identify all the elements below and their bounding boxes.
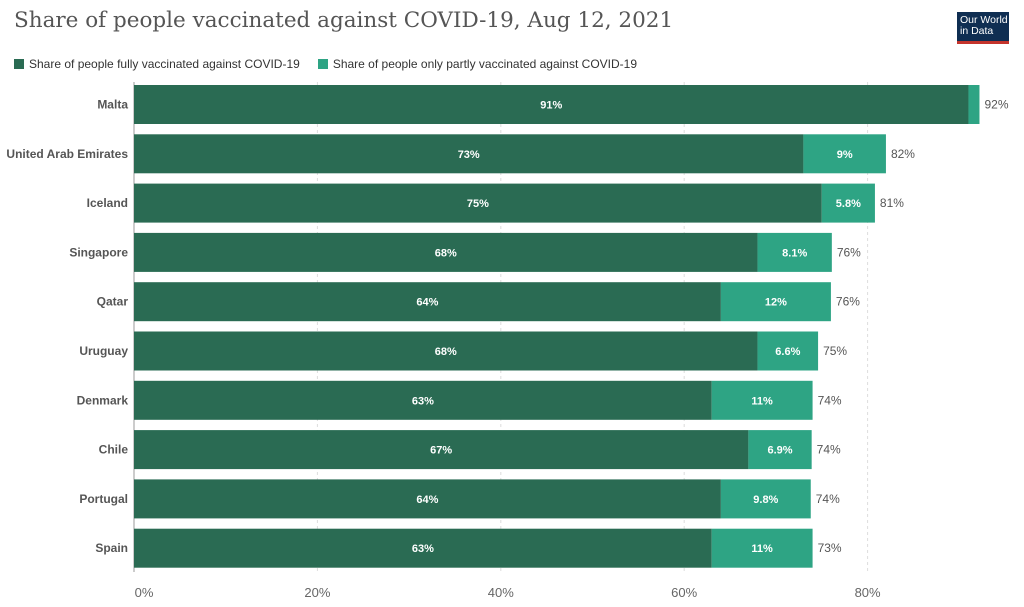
total-label: 82% [891,147,915,161]
data-label-partly: 9.8% [753,494,778,506]
bar-fully-vaccinated [134,479,721,519]
bar-fully-vaccinated [134,380,712,420]
bar-partly-vaccinated [720,479,811,519]
data-label-fully: 68% [435,346,457,358]
bar-fully-vaccinated [134,134,804,174]
owid-logo[interactable]: Our World in Data [957,12,1009,44]
data-label-partly: 6.9% [767,445,792,457]
x-tick-label: 0% [135,585,154,600]
category-label: Uruguay [79,344,128,358]
logo-text-line2: in Data [960,25,994,37]
x-tick-label: 20% [304,585,330,600]
data-label-partly: 8.1% [782,247,807,259]
bar-fully-vaccinated [134,183,822,223]
bar-partly-vaccinated [711,380,813,420]
bar-fully-vaccinated [134,331,758,371]
data-label-partly: 11% [751,543,773,555]
legend-item-fully[interactable]: Share of people fully vaccinated against… [14,57,300,71]
bar-partly-vaccinated [757,232,832,272]
total-label: 81% [880,196,904,210]
bar-partly-vaccinated [803,134,886,174]
data-label-fully: 73% [458,149,480,161]
category-label: Qatar [97,295,129,309]
legend-swatch-fully [14,59,24,69]
total-label: 76% [836,295,860,309]
bar-partly-vaccinated [711,528,813,568]
total-label: 74% [816,492,840,506]
bar-fully-vaccinated [134,85,969,124]
category-label: Malta [97,98,128,112]
logo-accent-bar [957,41,1009,44]
data-label-fully: 64% [416,297,438,309]
data-label-partly: 12% [765,297,787,309]
data-label-fully: 75% [467,198,489,210]
category-label: Spain [95,541,128,555]
bar-partly-vaccinated [821,183,875,223]
x-tick-label: 80% [855,585,881,600]
data-label-partly: 9% [837,149,853,161]
x-tick-label: 40% [488,585,514,600]
total-label: 73% [818,541,842,555]
category-label: Singapore [69,245,128,259]
legend-label-partly: Share of people only partly vaccinated a… [332,57,637,71]
bar-fully-vaccinated [134,430,749,470]
legend-label-fully: Share of people fully vaccinated against… [29,57,300,71]
legend-item-partly[interactable]: Share of people only partly vaccinated a… [317,57,637,71]
legend-swatch-partly [317,59,328,69]
chart-title: Share of people vaccinated against COVID… [14,8,674,33]
total-label: 74% [818,393,842,407]
bar-fully-vaccinated [134,282,721,322]
data-label-fully: 63% [412,543,434,555]
bar-fully-vaccinated [134,528,712,568]
data-label-fully: 64% [416,494,438,506]
total-label: 74% [817,443,841,457]
bar-partly-vaccinated [720,282,831,322]
bar-partly-vaccinated [748,430,812,470]
bar-partly-vaccinated [968,85,980,124]
category-label: Chile [99,443,129,457]
category-label: Denmark [77,393,129,407]
category-label: Iceland [87,196,128,210]
category-label: United Arab Emirates [6,147,128,161]
x-tick-label: 60% [671,585,697,600]
category-label: Portugal [79,492,128,506]
legend: Share of people fully vaccinated against… [14,57,655,71]
data-label-partly: 11% [751,395,773,407]
data-label-fully: 67% [430,445,452,457]
data-label-partly: 5.8% [836,198,861,210]
total-label: 75% [823,344,847,358]
data-label-fully: 63% [412,395,434,407]
bar-partly-vaccinated [757,331,819,371]
total-label: 76% [837,245,861,259]
logo-text-line1: Our World [960,14,1008,26]
bar-fully-vaccinated [134,232,758,272]
total-label: 92% [984,98,1008,112]
data-label-fully: 91% [540,100,562,112]
data-label-partly: 6.6% [775,346,800,358]
data-label-fully: 68% [435,247,457,259]
